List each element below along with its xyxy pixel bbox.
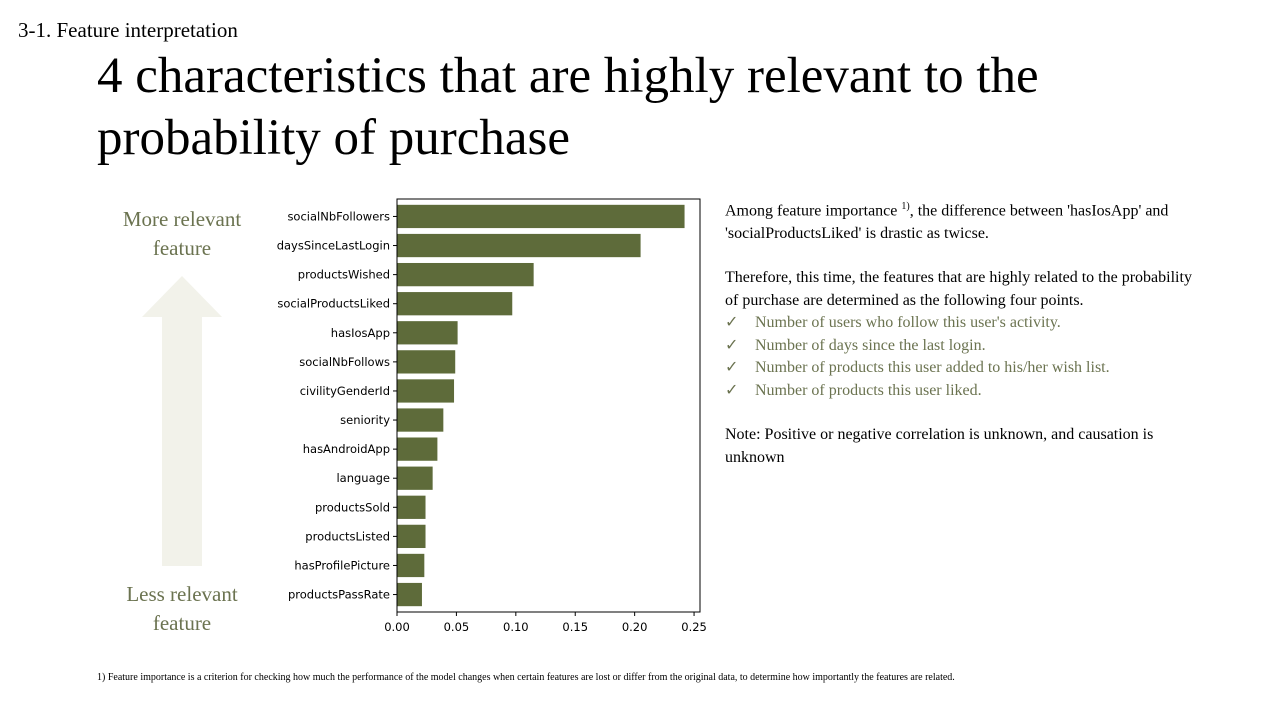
y-tick-label: hasProfilePicture [294,558,390,572]
therefore-paragraph: Therefore, this time, the features that … [725,269,1192,309]
section-label: 3-1. Feature interpretation [18,18,238,42]
page-title: 4 characteristics that are highly releva… [97,48,1039,166]
bar-daysSinceLastLogin [397,233,641,258]
feature-importance-chart: socialNbFollowers daysSinceLastLogin produ… [270,190,720,650]
x-tick-label: 0.00 [384,620,410,634]
check-item: ✓ Number of products this user liked. [725,380,1195,403]
check-item: ✓ Number of days since the last login. [725,335,1195,358]
bar-socialNbFollows [397,350,456,374]
explanation-text: Among feature importance 1), the differe… [725,196,1195,469]
y-tick-label: socialProductsLiked [277,297,390,311]
less-relevant-label: Less relevant feature [126,582,238,635]
bar-productsSold [397,495,426,519]
x-tick-label: 0.15 [562,620,588,634]
y-tick-label: hasIosApp [331,326,390,340]
check-icon: ✓ [725,359,739,377]
x-tick-label: 0.05 [444,620,470,634]
bar-language [397,466,433,490]
bar-hasAndroidApp [397,437,438,461]
y-tick-label: productsWished [298,268,390,282]
y-tick-label: language [336,471,390,485]
footnote: 1) Feature importance is a criterion for… [97,672,955,683]
y-tick-label: socialNbFollows [299,355,390,369]
check-item: ✓ Number of products this user added to h… [725,357,1195,380]
x-tick-label: 0.25 [681,620,707,634]
bar-socialProductsLiked [397,292,513,316]
check-icon: ✓ [725,336,739,354]
footnote-ref: 1) [901,201,910,212]
bar-productsListed [397,524,426,549]
bar-hasIosApp [397,321,458,345]
y-tick-label: civilityGenderId [300,384,390,398]
up-arrow-icon [142,276,222,566]
note-paragraph: Note: Positive or negative correlation i… [725,426,1154,466]
x-tick-label: 0.10 [503,620,529,634]
y-tick-label: productsListed [305,529,390,543]
bar-seniority [397,408,444,432]
plot-frame [396,198,701,613]
y-tick-label: productsSold [315,500,390,514]
y-tick-label: productsPassRate [288,588,390,602]
bar-hasProfilePicture [397,553,425,578]
relevance-arrow [140,276,224,566]
check-icon: ✓ [725,381,739,399]
bar-civilityGenderId [397,379,455,403]
intro-paragraph: Among feature importance 1), the differe… [725,201,1169,242]
bar-productsPassRate [397,582,422,607]
check-icon: ✓ [725,314,739,332]
y-tick-label: daysSinceLastLogin [277,239,390,253]
more-relevant-label: More relevant feature [122,207,242,260]
y-tick-label: hasAndroidApp [303,442,390,456]
bar-socialNbFollowers [397,204,685,229]
x-tick-label: 0.20 [622,620,648,634]
bar-productsWished [397,262,534,287]
y-tick-label: seniority [340,413,390,427]
y-tick-label: socialNbFollowers [287,209,390,223]
check-item: ✓ Number of users who follow this user's … [725,312,1195,335]
